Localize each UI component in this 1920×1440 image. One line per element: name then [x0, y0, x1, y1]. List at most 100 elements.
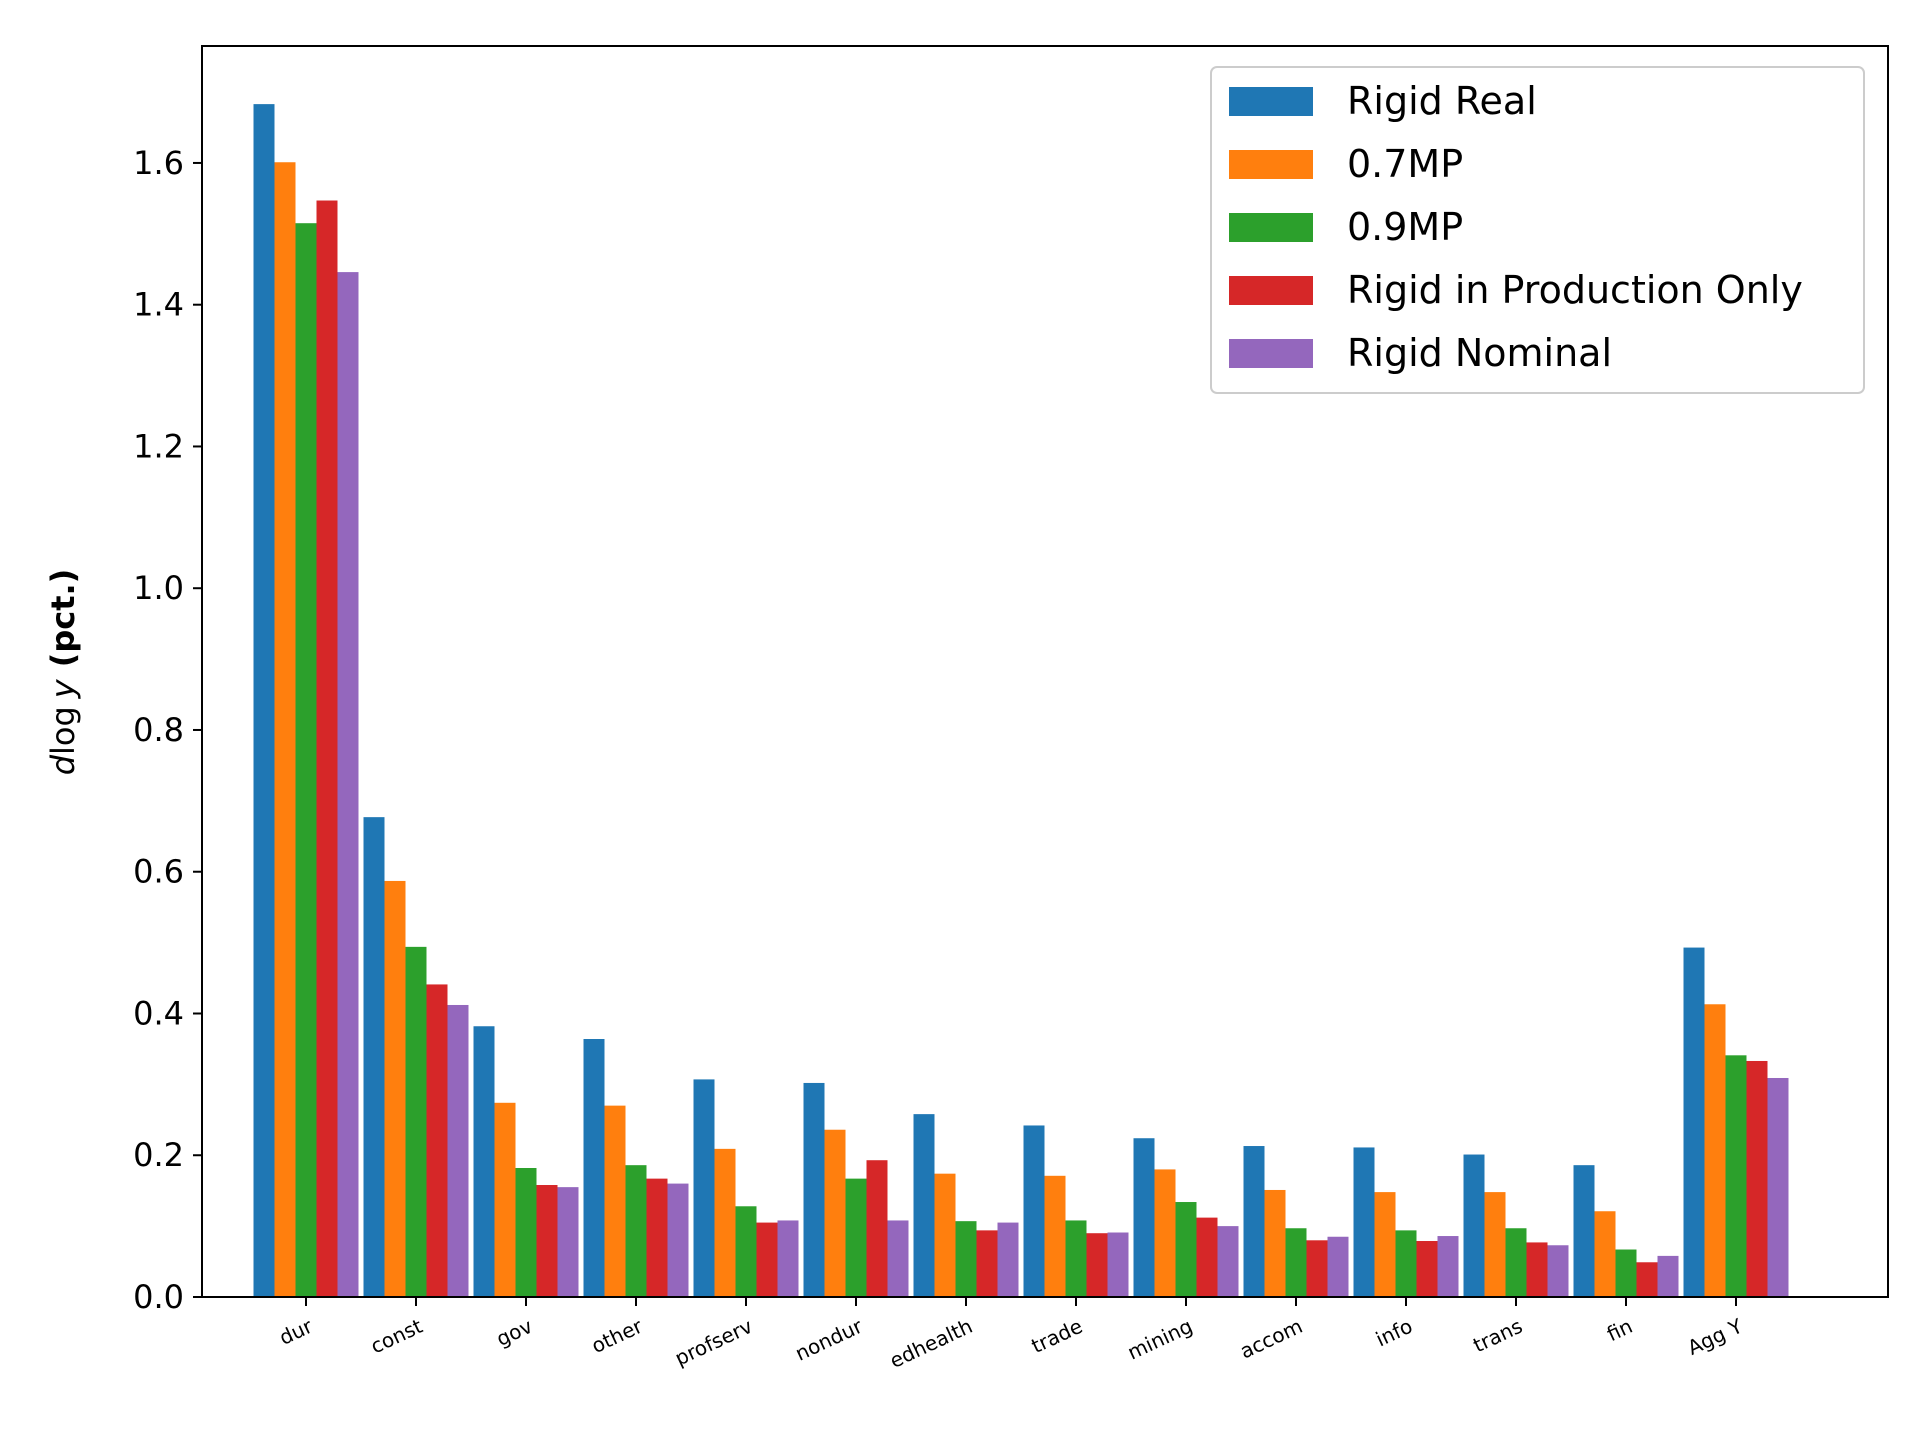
bar-profserv-0-7mp	[714, 1148, 736, 1297]
y-tick-label: 1.4	[133, 286, 184, 324]
bar-info-rigid-in-production-only	[1416, 1241, 1438, 1297]
bar-dur-rigid-nominal	[337, 272, 359, 1298]
bar-nondur-rigid-real	[803, 1082, 825, 1297]
bar-dur-rigid-in-production-only	[316, 200, 338, 1297]
bar-agg-y-rigid-real	[1683, 947, 1705, 1297]
bar-info-0-9mp	[1395, 1230, 1417, 1297]
bar-fin-rigid-real	[1573, 1165, 1595, 1297]
bar-accom-0-7mp	[1264, 1189, 1286, 1297]
legend: Rigid Real 0.7MP 0.9MP Rigid in Production …	[1210, 66, 1865, 394]
bar-mining-rigid-nominal	[1217, 1226, 1239, 1297]
bar-accom-rigid-in-production-only	[1306, 1240, 1328, 1297]
bar-nondur-rigid-in-production-only	[866, 1160, 888, 1297]
legend-swatch	[1229, 276, 1313, 305]
bar-fin-0-7mp	[1594, 1211, 1616, 1297]
legend-swatch	[1229, 213, 1313, 242]
bar-info-0-7mp	[1374, 1192, 1396, 1297]
bar-edhealth-0-9mp	[955, 1221, 977, 1297]
bar-fin-rigid-in-production-only	[1636, 1262, 1658, 1297]
legend-swatch	[1229, 87, 1313, 116]
bar-gov-rigid-in-production-only	[536, 1185, 558, 1297]
bar-trans-0-7mp	[1484, 1192, 1506, 1297]
bar-trade-rigid-in-production-only	[1086, 1233, 1108, 1297]
bar-accom-rigid-nominal	[1327, 1236, 1349, 1297]
plot-frame	[201, 45, 1889, 1298]
bar-nondur-0-7mp	[824, 1129, 846, 1297]
bar-trade-rigid-real	[1023, 1125, 1045, 1297]
bar-const-rigid-in-production-only	[426, 984, 448, 1297]
y-tick-label: 1.6	[133, 144, 184, 182]
bar-trans-0-9mp	[1505, 1228, 1527, 1297]
bar-profserv-0-9mp	[735, 1206, 757, 1297]
bar-agg-y-rigid-nominal	[1767, 1077, 1789, 1297]
y-tick-label: 0.6	[133, 853, 184, 891]
bar-other-rigid-real	[583, 1039, 605, 1297]
bar-info-rigid-nominal	[1437, 1236, 1459, 1297]
ylabel-pct: (pct.)	[44, 569, 82, 668]
bar-accom-0-9mp	[1285, 1228, 1307, 1297]
bar-edhealth-rigid-real	[913, 1114, 935, 1297]
bar-const-0-9mp	[405, 946, 427, 1297]
legend-swatch	[1229, 150, 1313, 179]
y-tick-label: 0.0	[133, 1278, 184, 1316]
bar-edhealth-rigid-nominal	[997, 1222, 1019, 1297]
bar-fin-rigid-nominal	[1657, 1255, 1679, 1297]
bar-agg-y-rigid-in-production-only	[1746, 1060, 1768, 1297]
legend-entry-label: Rigid Nominal	[1347, 331, 1612, 375]
bar-dur-0-9mp	[295, 223, 317, 1298]
bar-gov-rigid-real	[473, 1026, 495, 1297]
bar-info-rigid-real	[1353, 1147, 1375, 1297]
bar-fin-0-9mp	[1615, 1249, 1637, 1297]
bar-trade-0-7mp	[1044, 1175, 1066, 1297]
bar-agg-y-0-9mp	[1725, 1055, 1747, 1297]
bar-other-rigid-in-production-only	[646, 1178, 668, 1297]
bar-mining-rigid-real	[1133, 1138, 1155, 1297]
y-axis-label: dlog y (pct.)	[44, 569, 82, 776]
bar-profserv-rigid-real	[693, 1079, 715, 1297]
legend-swatch	[1229, 339, 1313, 368]
legend-entry-label: Rigid Real	[1347, 79, 1537, 123]
bar-gov-0-7mp	[494, 1102, 516, 1297]
ylabel-y: y	[44, 678, 82, 699]
legend-entry-label: 0.9MP	[1347, 205, 1463, 249]
bar-dur-rigid-real	[253, 104, 275, 1298]
y-tick-label: 0.2	[133, 1136, 184, 1174]
bar-gov-rigid-nominal	[557, 1187, 579, 1297]
bar-mining-0-9mp	[1175, 1202, 1197, 1297]
y-tick-label: 0.4	[133, 994, 184, 1032]
bar-const-rigid-nominal	[447, 1004, 469, 1297]
bar-gov-0-9mp	[515, 1168, 537, 1297]
ylabel-d: d	[44, 754, 82, 775]
bar-const-rigid-real	[363, 817, 385, 1297]
bar-trade-rigid-nominal	[1107, 1232, 1129, 1297]
bar-nondur-rigid-nominal	[887, 1220, 909, 1297]
bar-other-0-9mp	[625, 1165, 647, 1297]
y-axis: 0.0 0.2 0.4 0.6 0.8 1.0 1.2 1.4 1.6	[133, 144, 202, 1316]
bar-edhealth-rigid-in-production-only	[976, 1230, 998, 1297]
legend-entry-label: 0.7MP	[1347, 142, 1463, 186]
bar-agg-y-0-7mp	[1704, 1004, 1726, 1297]
bar-accom-rigid-real	[1243, 1146, 1265, 1297]
legend-frame	[1210, 66, 1865, 394]
bar-trade-0-9mp	[1065, 1220, 1087, 1297]
y-tick-label: 1.2	[133, 427, 184, 465]
bar-trans-rigid-in-production-only	[1526, 1242, 1548, 1297]
bar-const-0-7mp	[384, 880, 406, 1297]
bars-group	[253, 104, 1789, 1298]
bar-nondur-0-9mp	[845, 1178, 867, 1297]
legend-entry-label: Rigid in Production Only	[1347, 268, 1803, 312]
ylabel-log: log	[44, 706, 82, 755]
bar-trans-rigid-real	[1463, 1154, 1485, 1297]
bar-mining-rigid-in-production-only	[1196, 1217, 1218, 1297]
bar-dur-0-7mp	[274, 162, 296, 1298]
bar-profserv-rigid-nominal	[777, 1220, 799, 1297]
y-tick-label: 1.0	[133, 569, 184, 607]
y-tick-label: 0.8	[133, 711, 184, 749]
bar-mining-0-7mp	[1154, 1169, 1176, 1297]
bar-edhealth-0-7mp	[934, 1173, 956, 1297]
bar-other-0-7mp	[604, 1105, 626, 1297]
bar-profserv-rigid-in-production-only	[756, 1222, 778, 1297]
bar-other-rigid-nominal	[667, 1183, 689, 1297]
bar-trans-rigid-nominal	[1547, 1245, 1569, 1297]
